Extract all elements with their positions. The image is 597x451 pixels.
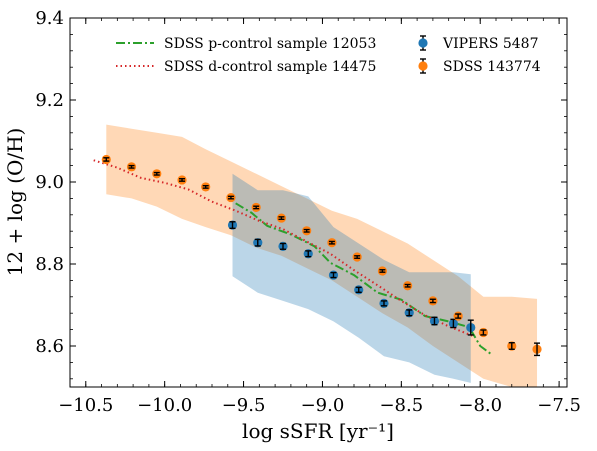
plot-frame xyxy=(69,17,568,388)
control-sample-lines xyxy=(93,159,492,356)
legend-label-vipers-5487: VIPERS 5487 xyxy=(442,36,539,52)
x-tick-label: −10.5 xyxy=(58,395,113,416)
x-tick-label: −7.5 xyxy=(537,395,581,416)
legend-label-sdss-d-control-sample-14475: SDSS d-control sample 14475 xyxy=(164,59,376,75)
data-points xyxy=(101,154,542,357)
legend: SDSS p-control sample 12053 SDSS d-contro… xyxy=(116,35,541,75)
y-tick-label: 9.4 xyxy=(35,8,64,29)
y-tick-label: 9.2 xyxy=(35,90,64,111)
x-tick-label: −10.0 xyxy=(137,395,192,416)
legend-label-sdss-p-control-sample-12053: SDSS p-control sample 12053 xyxy=(164,36,376,52)
y-axis-label: 12 + log (O/H) xyxy=(3,128,27,277)
y-tick-label: 9.0 xyxy=(35,172,64,193)
legend-label-sdss-143774: SDSS 143774 xyxy=(443,59,541,75)
confidence-bands xyxy=(106,124,538,387)
x-axis-label: log sSFR [yr⁻¹] xyxy=(242,419,394,443)
x-tick-label: −9.5 xyxy=(222,395,266,416)
axis-ticks: −10.5 −10.0 −9.5 −9.0 −8.5 −8.0 −7.5 8.6 8.8 9.0 9… xyxy=(35,8,581,416)
y-tick-label: 8.6 xyxy=(35,336,64,357)
line-sdss-p-control-sample-12053 xyxy=(235,202,492,356)
band-vipers-5487 xyxy=(232,173,471,383)
x-tick-label: −8.5 xyxy=(379,395,423,416)
x-tick-label: −9.0 xyxy=(301,395,345,416)
x-tick-label: −8.0 xyxy=(458,395,502,416)
legend-swatch-vipers-5487 xyxy=(418,38,428,48)
band-sdss-143774 xyxy=(106,124,538,387)
legend-swatch-sdss-143774 xyxy=(418,61,428,71)
y-tick-label: 8.8 xyxy=(35,254,64,275)
